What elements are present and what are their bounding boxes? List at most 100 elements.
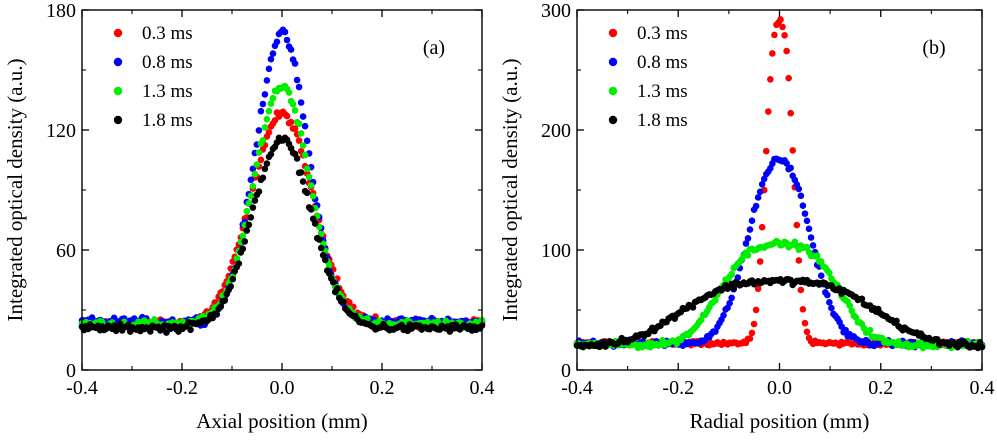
data-point bbox=[712, 296, 719, 304]
data-point bbox=[251, 197, 259, 204]
data-point bbox=[147, 328, 154, 335]
data-point bbox=[340, 298, 347, 305]
y-tick-label: 0 bbox=[66, 360, 76, 382]
data-point bbox=[858, 295, 866, 303]
data-point bbox=[334, 285, 341, 292]
data-point bbox=[803, 243, 811, 251]
x-tick-label: -0.4 bbox=[66, 377, 98, 399]
legend: 0.3 ms 0.8 ms 1.3 ms 1.8 ms bbox=[113, 23, 193, 131]
data-point bbox=[187, 326, 194, 334]
data-point bbox=[245, 199, 253, 207]
data-point bbox=[728, 294, 735, 302]
data-point bbox=[295, 120, 303, 128]
data-point bbox=[807, 234, 815, 241]
legend-label: 0.3 ms bbox=[142, 23, 193, 44]
x-tick-label: -0.2 bbox=[166, 377, 198, 399]
data-point bbox=[846, 302, 854, 309]
data-point bbox=[325, 270, 333, 277]
series-1p8-ms bbox=[78, 134, 486, 336]
data-point bbox=[255, 149, 263, 156]
data-point bbox=[261, 91, 269, 98]
data-point bbox=[291, 107, 299, 114]
data-point bbox=[801, 319, 809, 327]
data-point bbox=[309, 192, 317, 200]
legend-label: 1.8 ms bbox=[142, 110, 193, 131]
data-point bbox=[799, 202, 807, 210]
data-point bbox=[744, 252, 752, 259]
data-point bbox=[283, 36, 291, 44]
data-point bbox=[346, 299, 353, 306]
data-point bbox=[777, 16, 784, 23]
legend-label: 0.8 ms bbox=[142, 52, 193, 73]
data-point bbox=[793, 221, 801, 229]
legend-marker bbox=[113, 115, 123, 125]
data-point bbox=[265, 107, 273, 115]
data-point bbox=[293, 155, 301, 162]
data-point bbox=[297, 130, 305, 137]
data-point bbox=[789, 147, 797, 154]
data-point bbox=[265, 65, 273, 73]
legend-marker bbox=[608, 86, 618, 96]
data-point bbox=[259, 137, 267, 144]
data-point bbox=[249, 204, 257, 211]
panel-label: (b) bbox=[922, 37, 945, 59]
data-point bbox=[317, 230, 325, 238]
data-point bbox=[311, 220, 319, 227]
y-axis-label: Integrated optical density (a.u.) bbox=[3, 59, 27, 322]
data-point bbox=[253, 161, 261, 168]
data-point bbox=[293, 76, 301, 84]
data-point bbox=[227, 283, 235, 290]
data-point bbox=[817, 272, 825, 279]
series-1p8-ms bbox=[573, 275, 986, 352]
y-tick-label: 200 bbox=[541, 120, 571, 142]
data-point bbox=[263, 77, 271, 84]
data-point bbox=[801, 210, 809, 217]
data-point bbox=[364, 315, 371, 322]
legend: 0.3 ms 0.8 ms 1.3 ms 1.8 ms bbox=[608, 23, 688, 131]
data-point bbox=[285, 89, 293, 96]
chart-panel-1: -0.4 -0.2 0.0 0.2 0.4 0 60 120 180 Axial position… bbox=[3, 0, 495, 433]
x-tick-label: 0.4 bbox=[970, 377, 995, 399]
series-0p3-ms bbox=[573, 16, 986, 349]
legend-label: 1.3 ms bbox=[142, 81, 193, 102]
x-axis-label: Axial position (mm) bbox=[196, 409, 368, 433]
data-point bbox=[803, 217, 811, 225]
data-point bbox=[233, 255, 241, 262]
chart-panel-2: -0.4 -0.2 0.0 0.2 0.4 0 100 200 300 Radial positi… bbox=[498, 0, 995, 433]
y-tick-label: 0 bbox=[561, 360, 571, 382]
data-point bbox=[744, 235, 752, 242]
data-point bbox=[301, 151, 309, 159]
data-point bbox=[217, 303, 224, 311]
data-point bbox=[746, 226, 754, 233]
data-point bbox=[720, 311, 727, 319]
data-point bbox=[758, 180, 766, 188]
data-point bbox=[748, 217, 756, 225]
data-point bbox=[255, 188, 263, 195]
data-point bbox=[267, 55, 275, 63]
data-point bbox=[787, 109, 794, 117]
legend-label: 0.3 ms bbox=[637, 23, 688, 44]
data-point bbox=[752, 202, 760, 210]
data-point bbox=[321, 256, 329, 264]
data-point bbox=[251, 170, 259, 178]
data-point bbox=[797, 286, 805, 294]
data-point bbox=[767, 76, 774, 83]
data-point bbox=[265, 129, 273, 136]
data-point bbox=[307, 206, 315, 213]
data-point bbox=[257, 107, 265, 115]
data-point bbox=[263, 115, 271, 123]
data-point bbox=[303, 137, 311, 145]
data-point bbox=[826, 269, 833, 277]
data-point bbox=[243, 207, 251, 215]
data-point bbox=[283, 112, 291, 120]
data-point bbox=[317, 244, 325, 252]
data-point bbox=[325, 261, 333, 269]
data-point bbox=[235, 260, 243, 267]
data-point bbox=[303, 165, 311, 173]
data-point bbox=[259, 100, 267, 108]
data-point bbox=[797, 192, 805, 200]
legend-marker bbox=[608, 57, 618, 67]
data-point bbox=[303, 189, 311, 197]
